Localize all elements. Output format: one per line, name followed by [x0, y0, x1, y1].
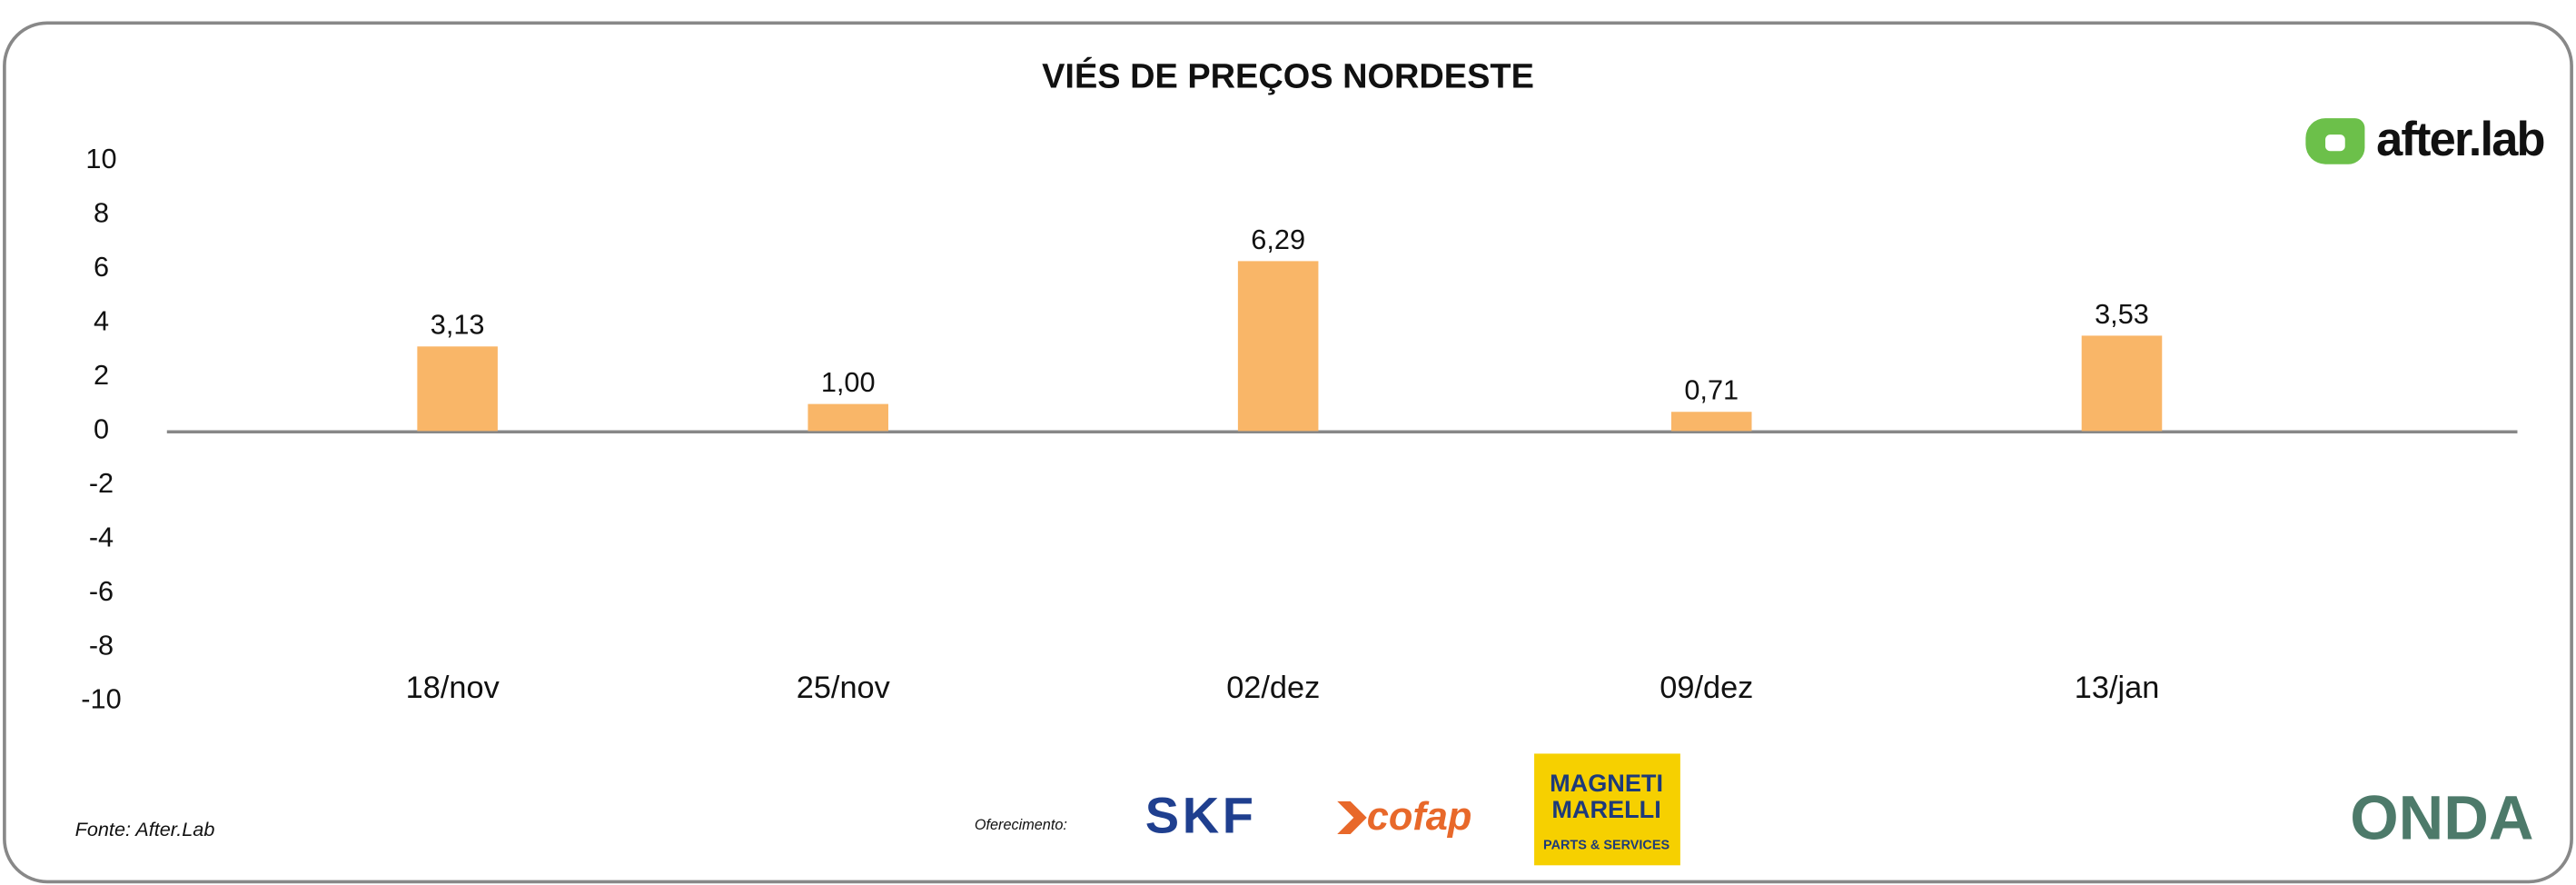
- onda-logo: ONDA: [2350, 782, 2533, 852]
- frame: [3, 21, 2573, 884]
- value-label: 3,53: [2095, 298, 2149, 330]
- x-tick-label: 25/nov: [797, 671, 891, 705]
- x-tick-label: 02/dez: [1226, 671, 1320, 705]
- y-tick-label: -2: [89, 467, 114, 499]
- afterlab-logo: after.lab: [2305, 114, 2546, 166]
- magneti-sub: PARTS & SERVICES: [1543, 838, 1669, 852]
- y-tick-label: 8: [94, 197, 109, 229]
- bar: [1237, 261, 1319, 432]
- y-tick-label: -4: [89, 521, 114, 552]
- bar: [1670, 412, 1752, 432]
- value-label: 6,29: [1251, 224, 1305, 255]
- value-label: 1,00: [821, 366, 876, 398]
- y-tick-label: 4: [94, 305, 109, 337]
- y-tick-label: 0: [94, 413, 109, 444]
- value-label: 0,71: [1684, 374, 1739, 406]
- cofap-text: cofap: [1367, 795, 1472, 839]
- y-tick-label: 6: [94, 251, 109, 283]
- bar: [417, 346, 498, 432]
- magneti-logo: MAGNETI MARELLI PARTS & SERVICES: [1534, 753, 1680, 866]
- bar: [807, 403, 888, 432]
- value-label: 3,13: [431, 309, 485, 341]
- source: Fonte: After.Lab: [75, 818, 215, 840]
- y-tick-label: 2: [94, 359, 109, 391]
- chart-title: VIÉS DE PREÇOS NORDESTE: [1042, 56, 1534, 96]
- y-tick-label: 10: [85, 143, 116, 174]
- y-tick-label: -8: [89, 629, 114, 661]
- x-tick-label: 18/nov: [406, 671, 500, 705]
- y-tick-label: -6: [89, 575, 114, 607]
- x-tick-label: 09/dez: [1660, 671, 1753, 705]
- x-tick-label: 13/jan: [2075, 671, 2160, 705]
- magneti-line: MAGNETI: [1550, 769, 1663, 797]
- brand-text: after.lab: [2376, 114, 2544, 166]
- y-tick-label: -10: [81, 683, 121, 715]
- skf-logo: SKF: [1145, 787, 1257, 844]
- cofap-logo: cofap: [1337, 795, 1471, 839]
- bar: [2081, 335, 2163, 432]
- sponsor-label: Oferecimento:: [975, 817, 1067, 833]
- magneti-line: MARELLI: [1551, 795, 1660, 823]
